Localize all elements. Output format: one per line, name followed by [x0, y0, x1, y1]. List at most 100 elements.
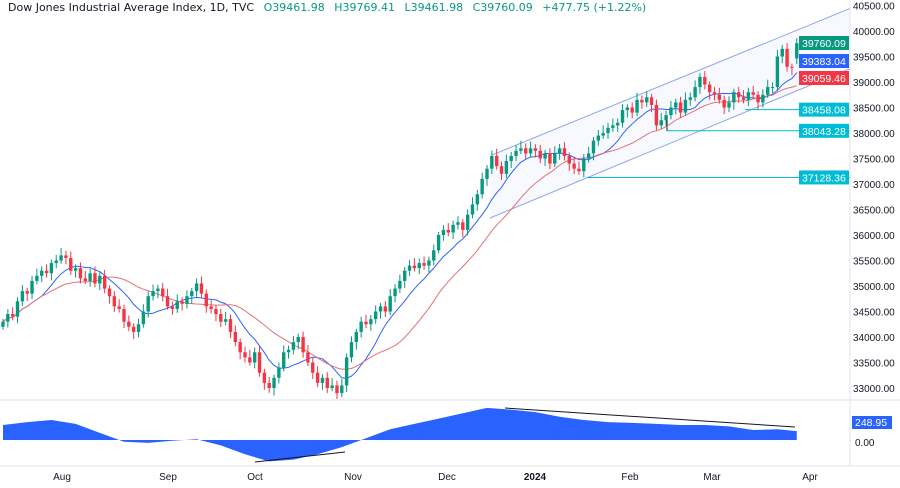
candle-body [286, 349, 291, 353]
open-value: O39461.98 [263, 1, 325, 14]
time-tick-label: Oct [247, 472, 263, 483]
level-label: 38458.08 [802, 105, 846, 117]
candle-body [412, 265, 417, 269]
candle-body [93, 273, 97, 284]
candle-body [398, 280, 402, 289]
candle-body [40, 270, 44, 276]
candle-body [335, 385, 339, 394]
candle-body [112, 296, 117, 307]
candle-body [712, 92, 717, 95]
candle-body [601, 133, 605, 136]
price-tick-label: 37000.00 [853, 180, 895, 191]
candle-body [315, 372, 320, 383]
candle-body [228, 319, 233, 332]
candle-body [456, 222, 460, 225]
candle-body [330, 385, 334, 388]
candle-body [441, 229, 446, 235]
candle-body [451, 224, 455, 233]
candle-body [698, 76, 702, 88]
candle-body [775, 56, 780, 88]
candle-body [582, 158, 586, 172]
candle-body [296, 337, 300, 343]
candle-body [422, 263, 426, 266]
oscillator-value-label: 248.95 [855, 417, 887, 429]
last-price-label: 39760.09 [802, 38, 846, 50]
level-label-bg [799, 170, 849, 185]
candle-body [262, 372, 267, 383]
change-value: +477.75 (+1.22%) [542, 1, 647, 14]
chart-header: Dow Jones Industrial Average Index, 1D, … [8, 1, 646, 14]
candle-body [151, 291, 155, 297]
candle-body [233, 331, 238, 343]
price-tick-label: 36500.00 [853, 206, 895, 217]
candle-body [282, 352, 286, 368]
candle-body [291, 342, 296, 350]
ma-fast-label: 39383.04 [802, 56, 846, 68]
candle-body [175, 301, 179, 309]
candle-body [49, 263, 54, 274]
candle-body [349, 342, 354, 358]
candle-body [446, 229, 450, 233]
candle-body [78, 268, 83, 279]
channel-upper-line [491, 0, 873, 156]
candle-body [59, 255, 63, 261]
candle-body [461, 222, 465, 230]
candle-body [683, 99, 688, 113]
time-tick-label: Aug [53, 472, 71, 483]
time-tick-label: Apr [802, 472, 818, 483]
candle-body [645, 97, 649, 103]
candle-body [98, 275, 102, 284]
price-tick-label: 35000.00 [853, 282, 895, 293]
candle-body [127, 321, 131, 327]
candle-body [732, 92, 736, 103]
candle-body [238, 342, 242, 353]
oscillator-zero-label: 0.00 [855, 438, 875, 449]
low-value: L39461.98 [404, 1, 464, 14]
candle-body [780, 48, 784, 57]
candle-body [499, 166, 504, 174]
candle-body [165, 296, 170, 307]
candle-body [214, 308, 218, 315]
candle-body [64, 255, 68, 258]
candle-body [727, 102, 731, 108]
candle-body [625, 107, 630, 111]
ma-fast-label-bg [799, 54, 849, 68]
candle-body [102, 275, 107, 289]
candle-body [557, 148, 562, 154]
price-tick-label: 38500.00 [853, 104, 895, 115]
ma-slow-line [2, 85, 797, 370]
candle-body [10, 314, 15, 317]
candle-body [664, 115, 668, 121]
candle-body [378, 306, 383, 312]
level-label: 37128.36 [802, 172, 846, 184]
candle-body [252, 352, 257, 363]
price-tick-label: 36000.00 [853, 231, 895, 242]
ma-slow-label-bg [799, 71, 849, 85]
candle-body [659, 120, 663, 126]
candle-body [795, 43, 799, 59]
candle-body [465, 214, 470, 230]
candle-body [766, 87, 770, 95]
price-tick-label: 33500.00 [853, 359, 895, 370]
price-axis-bg [850, 0, 900, 400]
candle-body [219, 314, 223, 322]
candle-body [654, 104, 659, 126]
candle-body [69, 257, 73, 271]
candle-body [131, 326, 136, 332]
candle-body [117, 306, 121, 309]
candle-body [562, 148, 567, 156]
candle-body [528, 148, 533, 154]
candle-body [325, 377, 329, 388]
candle-body [267, 382, 271, 388]
candle-body [717, 94, 722, 100]
candle-body [707, 84, 712, 93]
candle-body [669, 107, 673, 116]
candle-body [470, 204, 475, 215]
candle-body [490, 155, 494, 169]
candle-body [403, 270, 407, 281]
candle-body [577, 168, 581, 172]
candle-body [204, 293, 208, 307]
candle-body [504, 161, 509, 174]
